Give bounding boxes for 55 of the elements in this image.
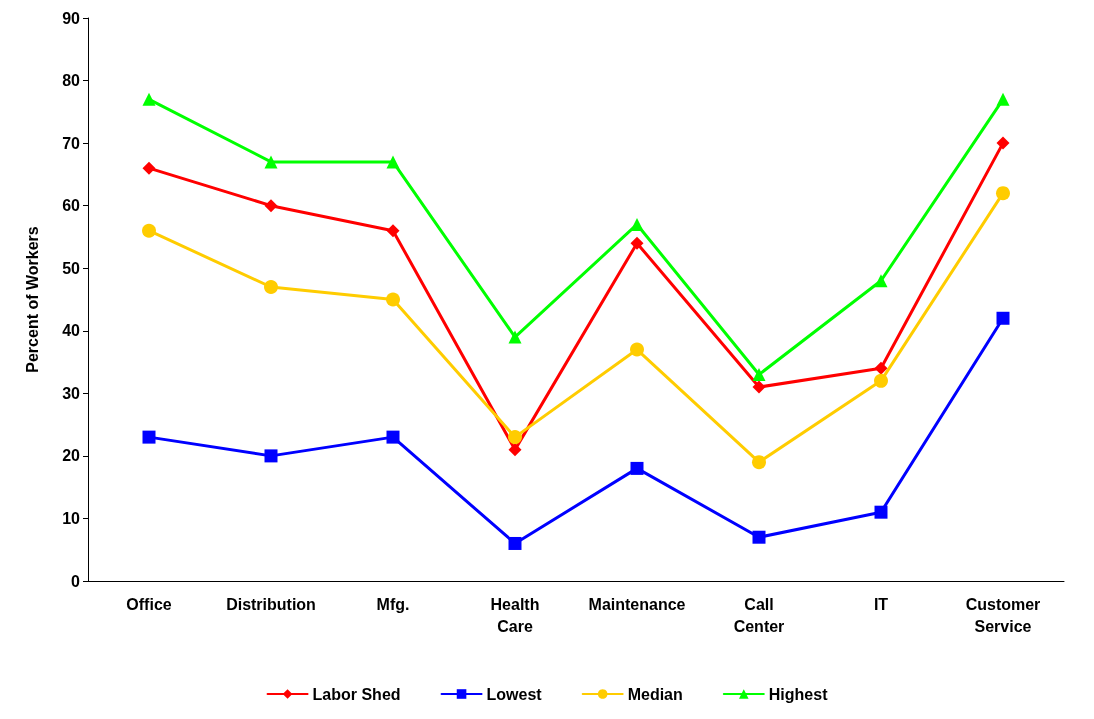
point	[630, 461, 644, 475]
point	[874, 361, 888, 375]
x-tick-label: Customer Service	[965, 595, 1041, 635]
point	[142, 92, 156, 106]
y-tick-label: 20	[62, 447, 81, 465]
point	[874, 373, 888, 388]
point	[752, 530, 766, 544]
point	[996, 311, 1010, 325]
y-tick-label: 0	[71, 572, 81, 590]
point	[142, 430, 156, 444]
x-tick-label: Office	[126, 595, 172, 613]
point	[508, 443, 522, 457]
point	[264, 449, 278, 463]
x-tick-label: Maintenance	[588, 595, 686, 613]
legend-label: Median	[627, 685, 683, 703]
x-tick-label: Health Care	[490, 595, 540, 635]
point	[386, 292, 400, 307]
point	[630, 236, 644, 250]
legend-label: Highest	[768, 685, 829, 703]
y-tick-label: 80	[62, 72, 81, 90]
x-tick-label: Mfg.	[376, 595, 410, 613]
point	[386, 224, 400, 238]
y-tick-label: 90	[62, 9, 81, 27]
x-tick-label: IT	[873, 595, 889, 613]
legend-label: Lowest	[486, 685, 543, 703]
point	[142, 161, 156, 175]
point	[264, 199, 278, 213]
point	[508, 330, 522, 344]
y-tick-label: 40	[62, 322, 81, 340]
point	[752, 455, 766, 470]
point	[508, 536, 522, 550]
point	[264, 279, 278, 294]
point	[386, 155, 400, 169]
y-axis-title: Percent of Workers	[23, 226, 41, 373]
point	[874, 274, 888, 288]
point	[264, 155, 278, 169]
y-tick-label: 70	[62, 134, 81, 152]
point	[752, 368, 766, 382]
point	[142, 223, 156, 238]
point	[874, 505, 888, 519]
point	[752, 380, 766, 394]
y-tick-label: 50	[62, 259, 81, 277]
y-tick-label: 10	[62, 509, 81, 527]
point	[996, 136, 1010, 150]
legend-label: Labor Shed	[312, 685, 401, 703]
point	[386, 430, 400, 444]
point	[630, 217, 644, 231]
y-tick-label: 30	[62, 384, 81, 402]
x-tick-label: Call Center	[733, 595, 785, 635]
point	[630, 342, 644, 357]
point	[508, 430, 522, 445]
x-tick-label: Distribution	[226, 595, 316, 613]
point	[996, 186, 1010, 201]
y-tick-label: 60	[62, 197, 81, 215]
point	[996, 92, 1010, 106]
